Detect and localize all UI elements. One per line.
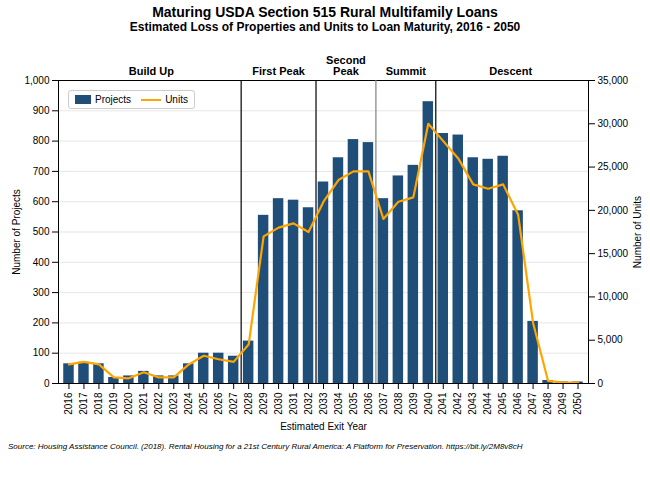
svg-text:5,000: 5,000 — [598, 334, 623, 345]
svg-text:200: 200 — [33, 317, 50, 328]
svg-text:2028: 2028 — [243, 392, 254, 415]
svg-text:2016: 2016 — [63, 392, 74, 415]
svg-text:2040: 2040 — [423, 392, 434, 415]
svg-text:20,000: 20,000 — [598, 205, 629, 216]
svg-text:Number of Units: Number of Units — [632, 196, 643, 268]
svg-text:2021: 2021 — [138, 392, 149, 415]
svg-text:2049: 2049 — [557, 392, 568, 415]
svg-text:2027: 2027 — [228, 392, 239, 415]
svg-text:2018: 2018 — [93, 392, 104, 415]
svg-text:2037: 2037 — [378, 392, 389, 415]
svg-text:35,000: 35,000 — [598, 75, 629, 86]
svg-text:2036: 2036 — [363, 392, 374, 415]
svg-text:2031: 2031 — [288, 392, 299, 415]
svg-text:Descent: Descent — [489, 65, 532, 77]
svg-text:2032: 2032 — [303, 392, 314, 415]
svg-text:2041: 2041 — [437, 392, 448, 415]
svg-text:600: 600 — [33, 196, 50, 207]
svg-text:2035: 2035 — [348, 392, 359, 415]
svg-text:2048: 2048 — [542, 392, 553, 415]
svg-text:2022: 2022 — [153, 392, 164, 415]
svg-text:2029: 2029 — [258, 392, 269, 415]
svg-text:2017: 2017 — [78, 392, 89, 415]
svg-text:Estimated Exit Year: Estimated Exit Year — [280, 421, 367, 432]
svg-text:2026: 2026 — [213, 392, 224, 415]
svg-text:Build Up: Build Up — [129, 65, 174, 77]
svg-text:Summit: Summit — [386, 65, 427, 77]
svg-text:SecondPeak: SecondPeak — [326, 54, 366, 77]
svg-text:2030: 2030 — [273, 392, 284, 415]
svg-text:1,000: 1,000 — [24, 75, 49, 86]
svg-text:2047: 2047 — [527, 392, 538, 415]
svg-text:30,000: 30,000 — [598, 118, 629, 129]
svg-text:2038: 2038 — [393, 392, 404, 415]
svg-text:500: 500 — [33, 226, 50, 237]
svg-text:2033: 2033 — [318, 392, 329, 415]
svg-text:2039: 2039 — [408, 392, 419, 415]
svg-text:2042: 2042 — [452, 392, 463, 415]
svg-text:10,000: 10,000 — [598, 291, 629, 302]
svg-text:0: 0 — [44, 378, 50, 389]
svg-text:2024: 2024 — [183, 392, 194, 415]
svg-text:900: 900 — [33, 105, 50, 116]
svg-text:2045: 2045 — [497, 392, 508, 415]
svg-text:800: 800 — [33, 135, 50, 146]
svg-text:2043: 2043 — [467, 392, 478, 415]
html-text:Units: Units — [165, 94, 188, 105]
svg-text:Number of Projects: Number of Projects — [11, 189, 22, 275]
html-text:Projects: Projects — [95, 94, 132, 105]
svg-text:300: 300 — [33, 287, 50, 298]
svg-text:2046: 2046 — [512, 392, 523, 415]
svg-text:2019: 2019 — [108, 392, 119, 415]
svg-text:2020: 2020 — [123, 392, 134, 415]
svg-text:15,000: 15,000 — [598, 248, 629, 259]
html-text:Maturing USDA Section 515 Rura: Maturing USDA Section 515 Rural Multifam… — [152, 4, 498, 20]
html-text:Source: Housing Assistance Cou: Source: Housing Assistance Council. (201… — [8, 442, 523, 451]
svg-text:700: 700 — [33, 166, 50, 177]
svg-text:2023: 2023 — [168, 392, 179, 415]
svg-text:100: 100 — [33, 347, 50, 358]
svg-text:First Peak: First Peak — [252, 65, 305, 77]
svg-text:0: 0 — [598, 378, 604, 389]
svg-text:2044: 2044 — [482, 392, 493, 415]
svg-text:400: 400 — [33, 257, 50, 268]
svg-text:2025: 2025 — [198, 392, 209, 415]
svg-text:2034: 2034 — [333, 392, 344, 415]
svg-text:2050: 2050 — [572, 392, 583, 415]
html-text:Estimated Loss of Properties a: Estimated Loss of Properties and Units t… — [129, 20, 521, 34]
svg-text:25,000: 25,000 — [598, 161, 629, 172]
